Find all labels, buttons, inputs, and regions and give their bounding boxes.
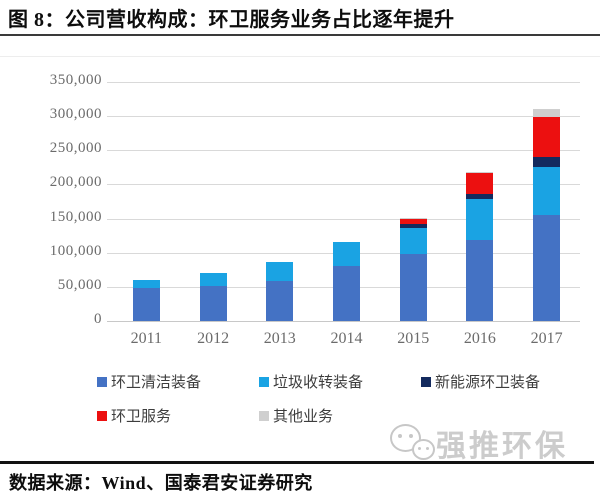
y-axis-tick-label: 100,000 <box>49 242 102 259</box>
bar-segment <box>399 218 427 219</box>
bar-segment <box>132 280 160 288</box>
x-axis-label: 2017 <box>530 330 563 347</box>
bar-segment <box>533 157 561 168</box>
watermark-text: 强推环保 <box>436 430 568 463</box>
bar-segment <box>466 193 494 199</box>
y-axis-tick-label: 350,000 <box>49 72 102 88</box>
bar-segment <box>533 116 561 158</box>
bar-segment <box>533 108 561 117</box>
legend-item: 环卫服务 <box>97 405 259 426</box>
gridline <box>107 116 580 118</box>
bar-segment <box>533 215 561 321</box>
x-axis-label: 2013 <box>263 330 296 347</box>
figure-title: 图 8：公司营收构成：环卫服务业务占比逐年提升 <box>8 9 455 31</box>
bar-segment <box>466 198 494 240</box>
x-axis-label: 2015 <box>397 330 430 347</box>
bar-segment <box>466 239 494 321</box>
data-source: 数据来源：Wind、国泰君安证券研究 <box>9 473 313 493</box>
x-axis-label: 2011 <box>130 330 163 347</box>
legend-label: 新能源环卫装备 <box>435 375 541 391</box>
bar-segment <box>399 227 427 254</box>
legend-label: 其他业务 <box>273 409 334 425</box>
legend-swatch <box>97 410 107 421</box>
gridline <box>107 184 580 186</box>
legend-swatch <box>97 376 107 387</box>
legend-item: 环卫清洁装备 <box>97 371 259 392</box>
bar-segment <box>466 171 494 174</box>
chat-bubble-small-icon <box>412 439 435 460</box>
legend-label: 环卫服务 <box>111 409 172 425</box>
legend-swatch <box>259 410 269 421</box>
gridline <box>107 321 580 322</box>
legend-item: 垃圾收转装备 <box>259 371 421 392</box>
bar-segment <box>266 262 294 282</box>
x-axis-label: 2014 <box>330 330 363 347</box>
y-axis-tick-label: 150,000 <box>49 208 102 225</box>
bar-segment <box>399 218 427 224</box>
bar-segment <box>199 272 227 287</box>
y-axis-tick-label: 50,000 <box>57 276 102 293</box>
y-axis-tick-label: 300,000 <box>49 106 102 123</box>
x-axis-label: 2012 <box>197 330 230 347</box>
legend-swatch <box>259 376 269 387</box>
bar-segment <box>132 287 160 321</box>
legend-item: 新能源环卫装备 <box>421 371 583 392</box>
y-axis-tick-label: 200,000 <box>49 174 102 191</box>
legend-item: 其他业务 <box>259 405 421 426</box>
legend-label: 环卫清洁装备 <box>111 375 202 391</box>
bar-segment <box>333 266 360 321</box>
gridline <box>107 218 580 220</box>
bar-segment <box>266 281 294 321</box>
x-axis-label: 2016 <box>463 330 496 347</box>
bar-segment <box>466 173 494 194</box>
chart-top-border <box>0 56 600 57</box>
bar-segment <box>199 286 227 321</box>
y-axis-tick-label: 250,000 <box>49 140 102 157</box>
y-axis-tick-label: 0 <box>94 311 102 327</box>
wechat-icon <box>388 422 436 464</box>
legend-swatch <box>421 376 431 387</box>
gridline <box>107 82 580 83</box>
footer-divider <box>0 461 594 464</box>
bar-segment <box>533 167 561 216</box>
revenue-stacked-bar-chart: 0 50,000 100,000 150,000 200,000 250,000 300,0… <box>0 57 600 367</box>
title-divider <box>0 34 600 36</box>
bar-segment <box>333 242 360 267</box>
legend-label: 垃圾收转装备 <box>273 375 364 391</box>
gridline <box>107 150 580 152</box>
chart-legend: 环卫清洁装备 垃圾收转装备 新能源环卫装备环卫服务 其他业务 <box>97 371 589 426</box>
watermark: 强推环保 <box>388 421 593 465</box>
bar-segment <box>399 253 427 321</box>
bar-segment <box>399 223 427 228</box>
